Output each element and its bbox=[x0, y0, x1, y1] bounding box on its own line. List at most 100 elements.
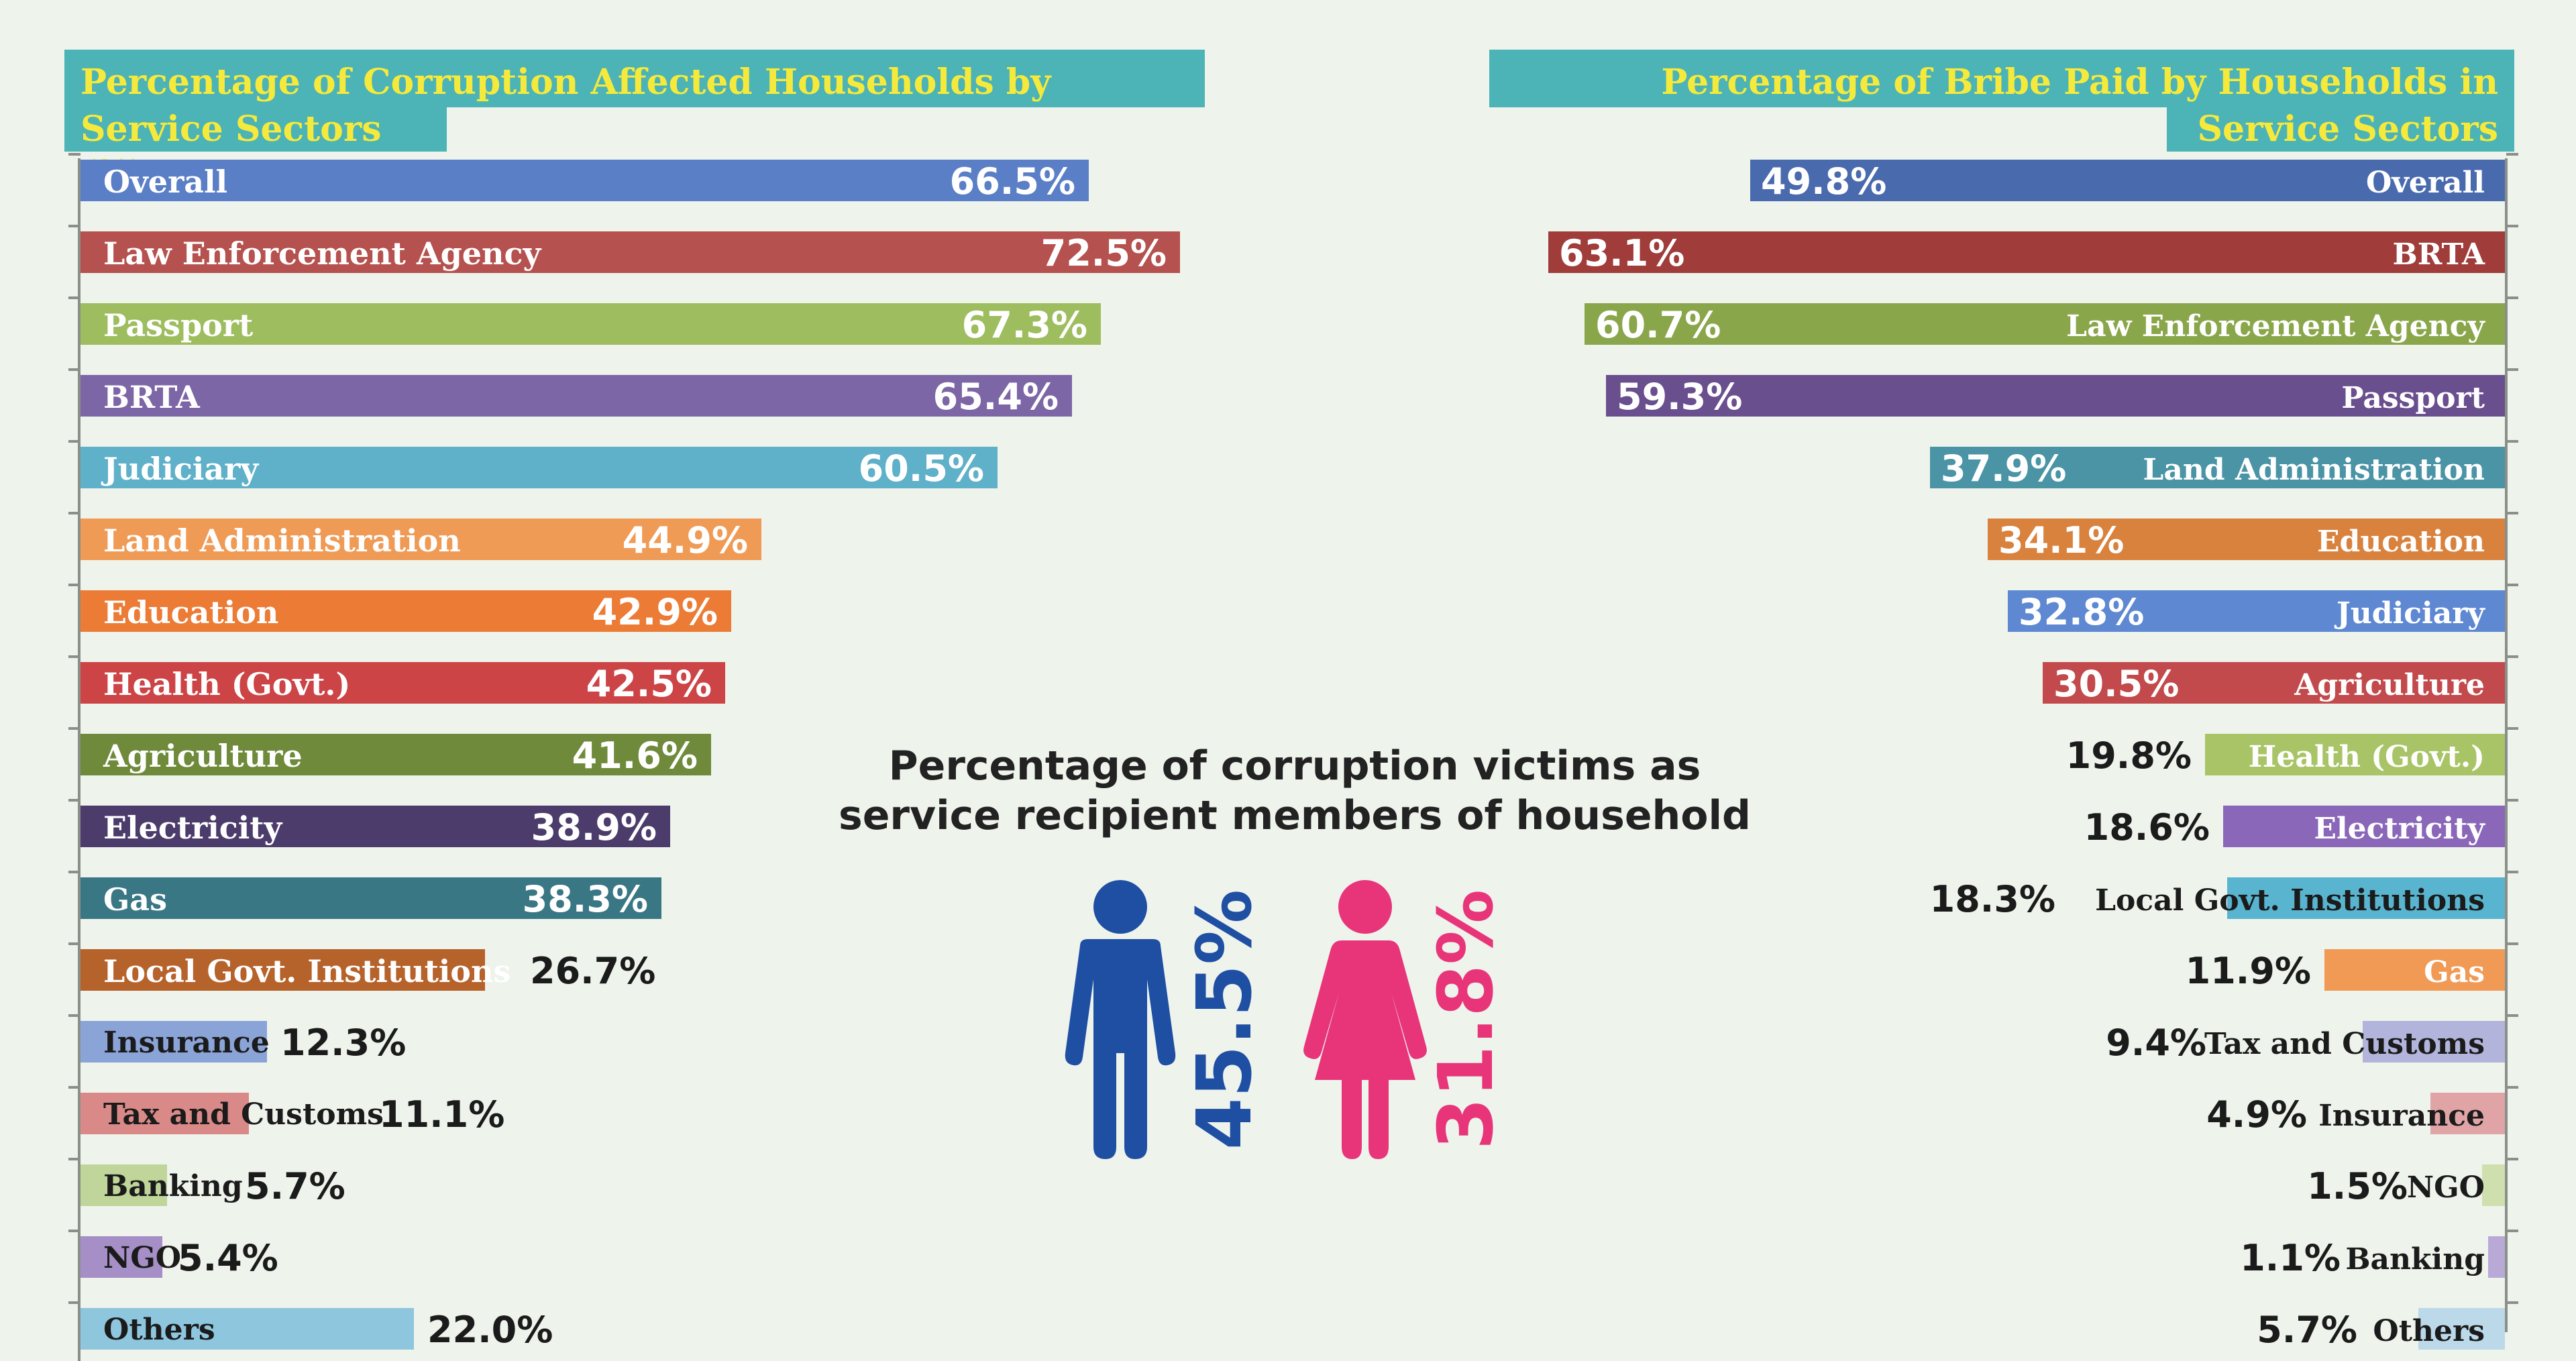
left-bar-category-label: Education bbox=[103, 594, 279, 631]
right-bar-category-label: Local Govt. Institutions bbox=[2095, 883, 2485, 918]
right-axis-tick bbox=[2506, 153, 2518, 156]
left-bar-value-label: 44.9% bbox=[622, 519, 748, 561]
left-bar-category-label: Banking bbox=[103, 1169, 243, 1203]
left-chart-header: Percentage of Corruption Affected Househ… bbox=[64, 50, 1205, 147]
right-bar-category-label: NGO bbox=[2406, 1171, 2485, 1205]
left-axis-tick bbox=[68, 1158, 80, 1160]
left-axis-tick bbox=[68, 153, 80, 156]
left-bar-category-label: Others bbox=[103, 1313, 215, 1347]
left-axis-tick bbox=[68, 942, 80, 945]
left-bar bbox=[80, 160, 1089, 201]
male-person-icon bbox=[1065, 880, 1176, 1159]
right-bar-value-label: 9.4% bbox=[2106, 1022, 2206, 1064]
left-bar bbox=[80, 949, 485, 991]
left-bar-category-label: Health (Govt.) bbox=[103, 666, 351, 702]
right-bar-category-label: Insurance bbox=[2318, 1099, 2485, 1133]
right-bar bbox=[1988, 519, 2505, 560]
left-axis-tick bbox=[68, 296, 80, 299]
right-axis-tick bbox=[2506, 655, 2518, 658]
left-bar bbox=[80, 1164, 167, 1206]
left-bar bbox=[80, 231, 1180, 273]
right-axis-line bbox=[2505, 158, 2508, 1332]
left-axis-tick bbox=[68, 1301, 80, 1304]
left-bar-category-label: Tax and Customs bbox=[103, 1097, 384, 1132]
left-bar-value-label: 38.3% bbox=[522, 878, 648, 920]
right-axis-tick bbox=[2506, 727, 2518, 730]
left-bar-category-label: Local Govt. Institutions bbox=[103, 953, 511, 989]
male-percentage: 45.5% bbox=[1181, 889, 1269, 1150]
right-bar-category-label: Health (Govt.) bbox=[2248, 740, 2485, 774]
left-bar-category-label: Law Enforcement Agency bbox=[103, 235, 541, 272]
left-bar-category-label: Overall bbox=[103, 164, 228, 200]
center-title: Percentage of corruption victims as serv… bbox=[832, 741, 1758, 840]
right-axis-tick bbox=[2506, 871, 2518, 873]
right-header-line2: Service Sectors bbox=[2197, 109, 2498, 150]
right-bar-category-label: Gas bbox=[2424, 955, 2485, 989]
left-axis-tick bbox=[68, 871, 80, 873]
left-bar bbox=[80, 877, 661, 919]
right-bar-value-label: 63.1% bbox=[1559, 232, 1685, 274]
right-bar bbox=[1548, 231, 2505, 273]
right-bar bbox=[2363, 1021, 2505, 1063]
right-bar bbox=[1750, 160, 2505, 201]
left-bar-value-label: 12.3% bbox=[280, 1022, 407, 1064]
left-bar bbox=[80, 734, 711, 775]
left-axis-tick bbox=[68, 368, 80, 371]
right-bar bbox=[2488, 1236, 2505, 1278]
female-percentage: 31.8% bbox=[1423, 889, 1510, 1150]
right-bar-value-label: 60.7% bbox=[1595, 304, 1721, 346]
right-bar-value-label: 37.9% bbox=[1941, 447, 2067, 490]
right-bar bbox=[2008, 590, 2505, 632]
right-bar-category-label: Overall bbox=[2365, 166, 2485, 200]
right-bar-value-label: 30.5% bbox=[2053, 663, 2180, 705]
left-bar-value-label: 5.4% bbox=[178, 1237, 278, 1279]
left-bar-category-label: BRTA bbox=[103, 379, 200, 415]
left-bar-value-label: 60.5% bbox=[858, 447, 984, 490]
right-bar-category-label: BRTA bbox=[2392, 237, 2485, 272]
female-person-icon bbox=[1303, 880, 1427, 1159]
right-bar bbox=[1930, 447, 2505, 488]
left-bar-category-label: Passport bbox=[103, 307, 254, 343]
right-bar-category-label: Judiciary bbox=[2336, 596, 2485, 631]
right-bar-category-label: Education bbox=[2317, 525, 2485, 559]
right-bar-category-label: Passport bbox=[2341, 381, 2485, 415]
right-axis-tick bbox=[2506, 1086, 2518, 1089]
left-bar-category-label: Insurance bbox=[103, 1026, 270, 1060]
left-bar bbox=[80, 590, 731, 632]
left-axis-tick bbox=[68, 799, 80, 802]
left-chart-header-line2-box: Service Sectors (%) bbox=[64, 107, 447, 194]
right-axis-tick bbox=[2506, 1301, 2518, 1304]
left-axis-tick bbox=[68, 1230, 80, 1232]
right-bar bbox=[2043, 662, 2505, 704]
right-bar-value-label: 49.8% bbox=[1761, 160, 1887, 203]
right-bar-value-label: 19.8% bbox=[2065, 734, 2192, 777]
center-title-line1: Percentage of corruption victims as bbox=[888, 743, 1701, 790]
left-bar bbox=[80, 806, 670, 847]
right-bar bbox=[2205, 734, 2505, 775]
right-chart-header: Percentage of Bribe Paid by Households i… bbox=[1489, 50, 2514, 147]
left-bar bbox=[80, 375, 1072, 417]
right-axis-tick bbox=[2506, 440, 2518, 443]
left-bar bbox=[80, 662, 725, 704]
left-bar-value-label: 66.5% bbox=[949, 160, 1075, 203]
left-bar-category-label: Gas bbox=[103, 881, 167, 918]
left-bar bbox=[80, 1308, 414, 1350]
left-bar bbox=[80, 303, 1101, 345]
right-bar-value-label: 59.3% bbox=[1617, 376, 1743, 418]
right-bar-category-label: Others bbox=[2373, 1314, 2485, 1348]
right-bar-value-label: 32.8% bbox=[2019, 591, 2145, 633]
right-bar bbox=[2227, 877, 2505, 919]
right-bar bbox=[1606, 375, 2505, 417]
right-axis-tick bbox=[2506, 512, 2518, 514]
left-axis-tick bbox=[68, 225, 80, 227]
left-axis-line bbox=[78, 158, 80, 1361]
right-bar-category-label: Tax and Customs bbox=[2204, 1027, 2485, 1061]
right-bar-category-label: Land Administration bbox=[2143, 453, 2485, 487]
left-bar-category-label: Land Administration bbox=[103, 523, 461, 559]
left-axis-tick bbox=[68, 1086, 80, 1089]
right-axis-tick bbox=[2506, 1014, 2518, 1017]
left-bar bbox=[80, 447, 998, 488]
left-axis-tick bbox=[68, 1014, 80, 1017]
right-axis-tick bbox=[2506, 799, 2518, 802]
right-bar-value-label: 18.6% bbox=[2084, 806, 2210, 849]
